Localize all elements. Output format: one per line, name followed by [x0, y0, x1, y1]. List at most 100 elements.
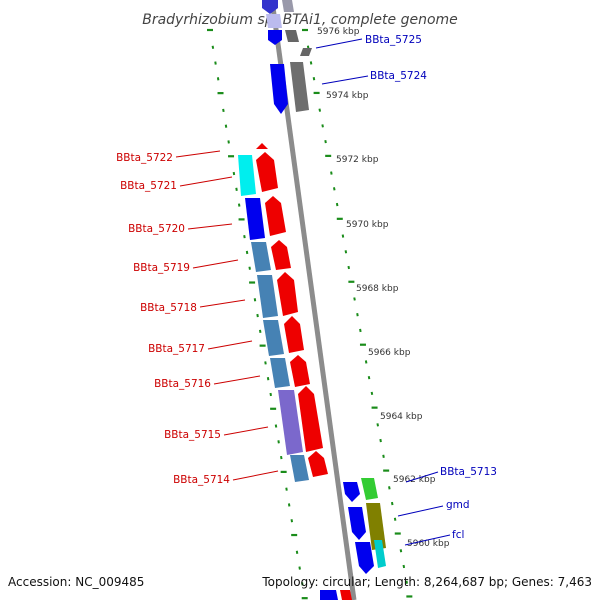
- scale-label: 5976 kbp: [317, 27, 360, 37]
- label-connector: [232, 470, 279, 481]
- gene-block: [278, 390, 303, 455]
- gene-block: [266, 14, 282, 28]
- minor-tick: [321, 124, 324, 128]
- minor-tick: [376, 423, 379, 427]
- forward-gene-labels: BBta_5725 BBta_5724 BBta_5713 gmd fcl: [365, 34, 497, 541]
- gene-block: [263, 320, 284, 356]
- gene-arrow: [308, 451, 328, 477]
- gene-block: [366, 503, 386, 550]
- gene-block: [270, 358, 290, 388]
- minor-tick: [309, 61, 313, 65]
- gene-block: [290, 62, 309, 112]
- minor-tick: [318, 108, 322, 112]
- scale-label: 5970 kbp: [346, 220, 389, 230]
- reverse-gene-labels: BBta_5722 BBta_5721 BBta_5720 BBta_5719 …: [116, 152, 230, 486]
- label-connector: [321, 75, 369, 85]
- gene-label: BBta_5717: [148, 343, 205, 355]
- gene-label: BBta_5713: [440, 466, 497, 478]
- gene-label: BBta_5725: [365, 34, 422, 46]
- gene-label: BBta_5718: [140, 302, 197, 314]
- minor-tick: [359, 328, 362, 333]
- gene-block: [374, 540, 386, 568]
- gene-block: [238, 155, 256, 196]
- gene-arrow: [265, 196, 286, 236]
- minor-tick: [402, 564, 406, 569]
- label-connector: [207, 340, 253, 350]
- minor-tick: [324, 139, 327, 144]
- gene-label: BBta_5716: [154, 378, 211, 390]
- gene-arrow: [256, 152, 278, 192]
- scale-label: 5974 kbp: [326, 91, 369, 101]
- minor-tick: [330, 171, 333, 175]
- gene-arrow: [270, 64, 288, 114]
- gene-label: BBta_5714: [173, 474, 230, 486]
- reverse-strand-genes: [238, 143, 328, 482]
- gene-arrow: [343, 482, 360, 502]
- tick-tracks: [207, 28, 413, 600]
- gene-arrow: [290, 355, 310, 387]
- gene-block: [290, 455, 309, 482]
- accession-text: Accession: NC_009485: [8, 575, 144, 589]
- label-connector: [175, 150, 221, 158]
- gene-block: [340, 590, 352, 600]
- genome-title: Bradyrhizobium sp. BTAi1, complete genom…: [142, 12, 458, 28]
- label-connector: [223, 426, 269, 436]
- gene-arrow: [271, 240, 291, 270]
- minor-tick: [341, 234, 345, 238]
- gene-arrow: [262, 0, 278, 14]
- minor-tick: [353, 297, 356, 301]
- gene-arrow: [268, 30, 282, 45]
- minor-tick: [312, 77, 316, 81]
- label-connector: [315, 38, 363, 49]
- gene-label: BBta_5720: [128, 223, 185, 235]
- gene-pair-5724: [270, 62, 309, 114]
- scale-labels: 5976 kbp 5974 kbp 5972 kbp 5970 kbp 5968…: [317, 27, 450, 549]
- gene-block: [300, 48, 312, 56]
- minor-tick: [405, 580, 408, 584]
- gene-arrow: [298, 386, 323, 452]
- label-connector: [404, 534, 451, 546]
- top-features: [262, 0, 312, 56]
- forward-strand-genes: [320, 478, 386, 600]
- scale-label: 5972 kbp: [336, 155, 379, 165]
- minor-tick: [379, 438, 382, 443]
- gene-block: [320, 590, 338, 600]
- minor-tick: [367, 375, 371, 380]
- gene-block: [361, 478, 378, 500]
- topology-text: Topology: circular; Length: 8,264,687 bp…: [261, 575, 592, 589]
- label-connector: [192, 259, 239, 269]
- scale-label: 5968 kbp: [356, 284, 399, 294]
- minor-tick: [390, 501, 394, 506]
- gene-arrow: [355, 542, 374, 574]
- minor-tick: [399, 549, 403, 553]
- reverse-label-lines: [175, 150, 279, 481]
- minor-tick: [333, 187, 336, 191]
- gene-block: [245, 198, 265, 240]
- minor-tick: [335, 202, 339, 207]
- minor-tick: [364, 360, 368, 364]
- gene-label: gmd: [446, 499, 470, 511]
- label-connector: [199, 299, 246, 308]
- minor-tick: [370, 391, 374, 396]
- minor-tick: [393, 517, 397, 521]
- label-connector: [213, 375, 261, 385]
- gene-arrow: [284, 316, 304, 353]
- label-connector: [179, 176, 233, 187]
- gene-label: BBta_5719: [133, 262, 190, 274]
- forward-label-lines: [315, 38, 451, 546]
- minor-tick: [382, 454, 385, 458]
- label-connector: [397, 505, 444, 517]
- gene-arrow: [256, 143, 268, 149]
- gene-block: [282, 0, 294, 12]
- minor-tick: [356, 313, 359, 317]
- gene-block: [251, 242, 271, 272]
- gene-label: BBta_5724: [370, 70, 427, 82]
- gene-block: [257, 275, 278, 318]
- scale-label: 5962 kbp: [393, 475, 436, 485]
- minor-tick: [344, 250, 348, 254]
- gene-label: fcl: [452, 529, 464, 541]
- gene-label: BBta_5721: [120, 180, 177, 192]
- scale-label: 5960 kbp: [407, 539, 450, 549]
- gene-label: BBta_5722: [116, 152, 173, 164]
